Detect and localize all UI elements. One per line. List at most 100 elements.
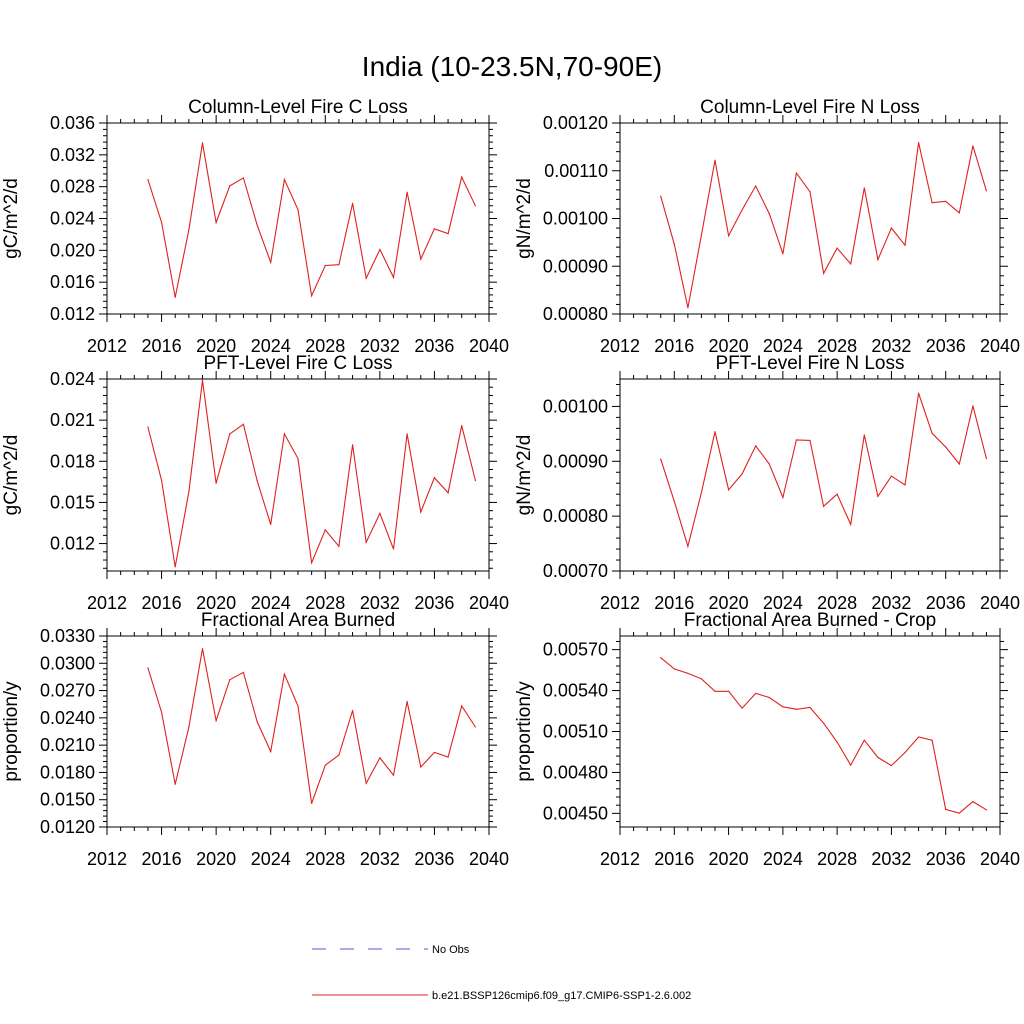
legend-label-model: b.e21.BSSP126cmip6.f09_g17.CMIP6-SSP1-2.… [432, 990, 691, 1002]
data-point [215, 221, 217, 224]
legend: No Obs b.e21.BSSP126cmip6.f09_g17.CMIP6-… [312, 944, 691, 1002]
data-point [229, 433, 231, 435]
data-point [351, 444, 354, 446]
data-point [768, 696, 770, 699]
data-point [351, 202, 354, 204]
data-point [687, 672, 689, 674]
data-point [727, 690, 730, 692]
data-point [985, 190, 988, 192]
data-point [242, 177, 245, 179]
data-point [351, 709, 354, 712]
data-point [782, 706, 784, 708]
x-tick-label: 2024 [251, 849, 291, 869]
data-point [931, 202, 933, 204]
data-point [215, 482, 217, 484]
data-point [311, 802, 313, 804]
x-tick-label: 2016 [654, 849, 694, 869]
data-point [420, 258, 422, 260]
data-point [160, 479, 163, 482]
data-point [809, 191, 811, 193]
data-point [958, 812, 960, 814]
y-tick-label: 0.00110 [544, 161, 608, 181]
data-point [160, 711, 163, 714]
x-tick-label: 2016 [654, 336, 694, 356]
data-point [461, 705, 463, 707]
x-tick-label: 2036 [926, 593, 966, 613]
data-point [338, 545, 340, 547]
x-tick-label: 2032 [871, 593, 911, 613]
y-tick-label: 0.024 [50, 369, 95, 389]
data-point [188, 490, 190, 493]
data-point [660, 657, 662, 659]
y-tick-label: 0.020 [50, 240, 95, 260]
data-point [755, 445, 757, 447]
data-point [822, 272, 825, 275]
data-point [201, 648, 204, 650]
data-point [945, 446, 947, 448]
data-point [877, 495, 879, 497]
data-point [741, 707, 743, 709]
chart-panel-3: PFT-Level Fire C Loss gC/m^2/d 2012 2016 202… [1, 353, 509, 613]
data-point [985, 457, 988, 460]
x-tick-label: 2020 [196, 593, 236, 613]
x-tick-label: 2012 [87, 593, 127, 613]
data-point [660, 458, 662, 460]
y-tick-label: 0.00510 [543, 722, 608, 742]
x-tick-label: 2040 [469, 593, 509, 613]
x-tick-label: 2040 [469, 336, 509, 356]
x-tick-label: 2036 [414, 336, 454, 356]
data-point [700, 491, 703, 494]
data-point [147, 178, 149, 181]
data-point [201, 142, 204, 144]
data-point [727, 235, 730, 237]
y-tick-label: 0.032 [50, 145, 95, 165]
data-point [822, 505, 825, 507]
x-tick-label: 2036 [414, 593, 454, 613]
data-point [379, 512, 381, 515]
panel-title: Column-Level Fire C Loss [188, 97, 408, 118]
data-point [229, 185, 231, 187]
panel-title: PFT-Level Fire N Loss [716, 353, 905, 374]
panel-title: Fractional Area Burned [201, 610, 395, 631]
y-tick-label: 0.00100 [543, 396, 608, 416]
data-point [256, 720, 258, 723]
data-point [474, 726, 476, 728]
data-point [673, 668, 675, 670]
data-point [836, 247, 838, 249]
y-tick-label: 0.0270 [40, 681, 95, 701]
x-tick-label: 2012 [87, 849, 127, 869]
data-point [972, 405, 974, 407]
x-tick-label: 2016 [142, 849, 182, 869]
y-tick-label: 0.018 [50, 451, 95, 471]
panels: Column-Level Fire C Loss gC/m^2/d 2012 2016… [1, 97, 1020, 869]
x-tick-label: 2012 [87, 336, 127, 356]
data-point [201, 379, 204, 381]
data-point [877, 258, 879, 261]
x-tick-label: 2020 [709, 336, 749, 356]
y-tick-label: 0.00070 [543, 561, 608, 581]
data-point [863, 187, 865, 189]
x-tick-label: 2020 [709, 849, 749, 869]
x-tick-label: 2036 [926, 849, 966, 869]
data-point [890, 475, 893, 477]
data-point [270, 261, 272, 263]
data-point [836, 493, 838, 495]
data-point [673, 243, 675, 245]
data-point [985, 809, 988, 811]
y-tick-label: 0.036 [50, 113, 95, 133]
data-point [256, 479, 258, 482]
data-point [406, 433, 408, 435]
data-point [365, 541, 367, 543]
data-point [392, 774, 395, 776]
x-tick-label: 2016 [142, 336, 182, 356]
y-axis-title: proportion/y [514, 681, 535, 782]
data-point [755, 185, 757, 187]
x-tick-label: 2012 [600, 593, 640, 613]
data-point [917, 736, 920, 738]
data-point [795, 439, 798, 441]
data-point [174, 296, 176, 298]
y-tick-label: 0.0300 [40, 653, 95, 673]
data-point [188, 229, 190, 231]
x-tick-label: 2032 [360, 336, 400, 356]
chart-panel-5: Fractional Area Burned proportion/y 2012 20… [1, 610, 509, 869]
